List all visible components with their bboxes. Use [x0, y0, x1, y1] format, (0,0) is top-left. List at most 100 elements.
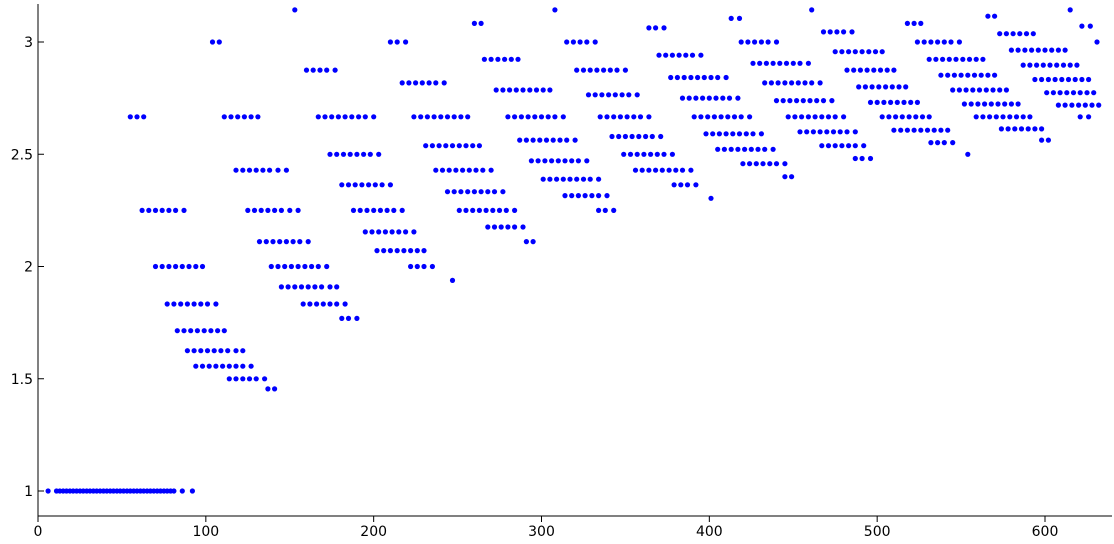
data-point	[569, 193, 575, 199]
data-point	[537, 137, 543, 143]
data-point	[258, 207, 264, 213]
data-point	[357, 207, 363, 213]
data-point	[904, 20, 911, 26]
data-point	[948, 39, 954, 45]
data-point	[809, 7, 815, 13]
data-point	[575, 193, 582, 199]
data-point	[663, 52, 669, 58]
data-point	[387, 182, 393, 188]
data-point	[758, 39, 765, 45]
data-point	[444, 189, 451, 195]
data-point	[159, 263, 165, 270]
data-point	[233, 363, 239, 369]
data-point	[956, 87, 963, 93]
data-point	[366, 182, 372, 188]
data-point	[1074, 62, 1080, 68]
data-point	[465, 114, 471, 120]
data-point	[617, 114, 624, 120]
data-point	[470, 143, 476, 149]
data-point	[564, 137, 570, 143]
data-point	[958, 72, 964, 78]
data-point	[517, 137, 523, 143]
data-point	[216, 39, 222, 45]
data-point	[173, 263, 179, 270]
data-point	[872, 49, 879, 55]
data-point	[601, 67, 607, 73]
data-point	[226, 363, 232, 369]
data-point	[899, 114, 905, 120]
data-point	[191, 348, 197, 354]
data-point	[715, 74, 721, 81]
data-point	[527, 87, 533, 93]
data-point	[490, 207, 496, 213]
data-point	[560, 176, 566, 182]
data-point	[334, 301, 340, 307]
data-point	[604, 193, 610, 199]
y-tick-label: 1.5	[11, 372, 33, 388]
data-point	[206, 363, 212, 369]
data-point	[433, 80, 439, 86]
data-point	[272, 386, 278, 392]
data-point	[998, 126, 1005, 132]
data-point	[376, 229, 382, 235]
data-point	[209, 39, 216, 45]
data-point	[413, 80, 419, 86]
data-point	[503, 207, 509, 213]
data-point	[867, 99, 874, 105]
data-point	[1020, 62, 1026, 68]
data-point	[1027, 62, 1033, 68]
data-point	[488, 56, 494, 62]
data-point	[689, 52, 696, 58]
data-point	[1018, 126, 1025, 132]
data-point	[1065, 76, 1072, 83]
data-point	[473, 167, 479, 173]
data-point	[846, 143, 852, 149]
data-point	[1020, 114, 1026, 120]
data-point	[265, 386, 271, 392]
data-point	[1044, 90, 1050, 96]
data-point	[736, 15, 743, 21]
data-point	[379, 182, 385, 188]
data-point	[674, 74, 681, 81]
data-point	[659, 167, 665, 173]
data-point	[1054, 62, 1060, 68]
data-point	[1072, 76, 1078, 83]
data-point	[933, 56, 939, 62]
data-point	[1012, 126, 1018, 132]
data-point	[773, 98, 780, 104]
data-point	[980, 114, 986, 120]
data-point	[646, 167, 652, 173]
data-point	[322, 114, 328, 120]
data-point	[528, 158, 535, 164]
data-point	[198, 348, 204, 354]
data-point	[621, 151, 627, 157]
data-point	[935, 39, 941, 45]
data-point	[347, 151, 353, 157]
data-point	[508, 56, 514, 62]
data-point	[879, 49, 885, 55]
data-point	[241, 114, 247, 120]
data-point	[295, 207, 301, 213]
data-point	[319, 284, 325, 290]
data-point	[780, 98, 786, 104]
data-point	[945, 127, 951, 133]
data-point	[881, 99, 887, 105]
data-point	[305, 284, 311, 290]
data-point	[859, 155, 865, 162]
data-point	[574, 176, 580, 182]
data-point	[730, 131, 736, 137]
data-point	[596, 207, 602, 213]
data-point	[678, 182, 684, 188]
data-point	[1055, 102, 1061, 108]
data-point	[1008, 101, 1015, 107]
data-point	[708, 195, 714, 201]
data-point	[752, 39, 758, 45]
data-point	[394, 248, 400, 254]
data-point	[919, 114, 926, 120]
data-point	[439, 167, 446, 173]
data-point	[233, 167, 239, 173]
data-point	[654, 151, 660, 157]
data-point	[852, 143, 858, 149]
data-point	[587, 176, 593, 182]
data-point	[906, 114, 912, 120]
